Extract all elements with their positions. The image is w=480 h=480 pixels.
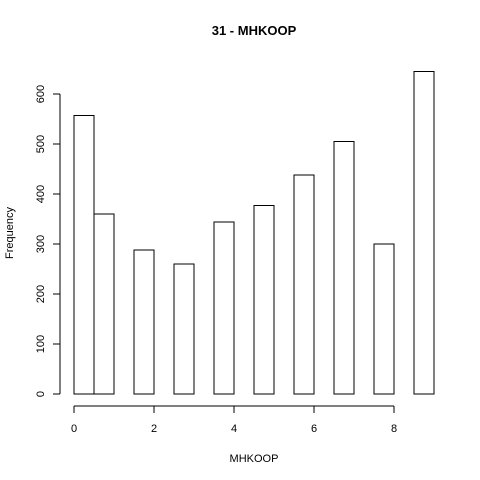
x-tick-label-0: 0 — [71, 423, 77, 435]
histogram-bar-7 — [213, 221, 235, 395]
x-axis: 0 2 4 6 8 — [71, 405, 397, 435]
histogram-bar-5 — [173, 263, 195, 395]
y-tick-label-0: 0 — [35, 391, 47, 397]
histogram-bar-9 — [253, 205, 275, 395]
x-tick-label-2: 4 — [231, 423, 237, 435]
y-tick-label-2: 200 — [35, 285, 47, 303]
histogram-bar-13 — [333, 141, 355, 395]
y-tick-label-1: 100 — [35, 335, 47, 353]
x-tick-label-4: 8 — [391, 423, 397, 435]
y-axis-label: Frequency — [4, 207, 16, 259]
x-axis-label: MHKOOP — [230, 453, 279, 465]
chart-title: 31 - MHKOOP — [212, 23, 297, 38]
histogram-bar-15 — [373, 243, 395, 395]
x-tick-label-1: 2 — [151, 423, 157, 435]
y-tick-label-5: 500 — [35, 135, 47, 153]
histogram-bar-0 — [73, 115, 95, 395]
histogram-bar-1 — [93, 213, 115, 395]
x-tick-label-3: 6 — [311, 423, 317, 435]
bars-group — [73, 71, 435, 395]
histogram-bar-11 — [293, 174, 315, 395]
y-tick-label-4: 400 — [35, 185, 47, 203]
y-tick-label-6: 600 — [35, 85, 47, 103]
y-tick-label-3: 300 — [35, 235, 47, 253]
y-axis: 0 100 200 300 400 500 600 — [35, 85, 61, 397]
histogram-bar-17 — [413, 71, 435, 395]
histogram-bar-3 — [133, 249, 155, 395]
